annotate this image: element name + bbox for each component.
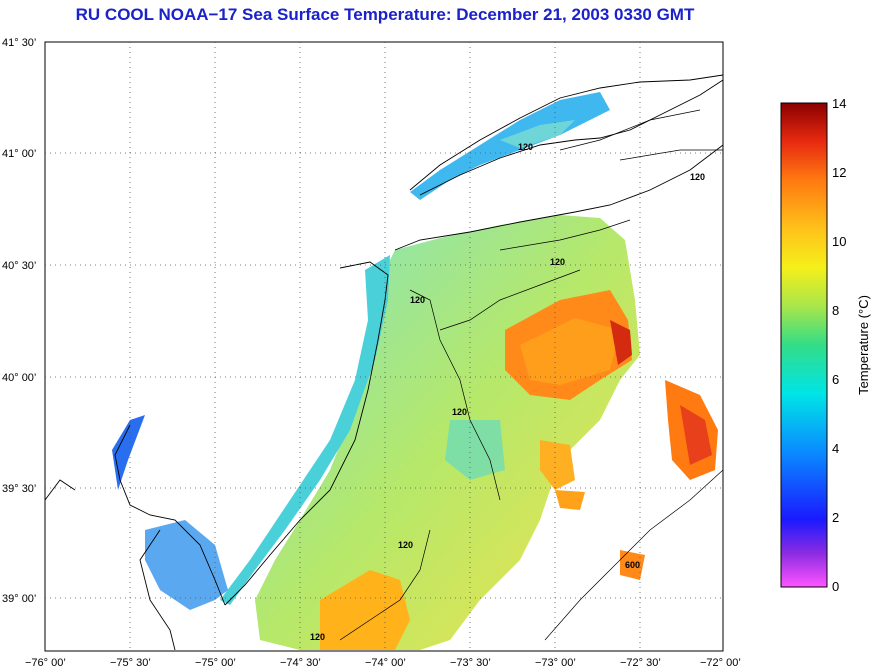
- colorbar-tick: 8: [832, 303, 839, 318]
- coast-lower: [139, 529, 176, 651]
- lon-label: −75° 00’: [195, 657, 236, 669]
- sst-delaware-bay: [145, 520, 228, 610]
- contour-labels: 120 120 120 120 120 120 120 600: [310, 142, 705, 642]
- bathymetry-contours: [339, 109, 724, 641]
- coast-delaware-bay: [114, 424, 226, 606]
- lon-label: −75° 30’: [110, 657, 151, 669]
- graticule: [45, 42, 723, 651]
- contour-label: 120: [550, 257, 565, 267]
- coast-ct: [409, 74, 724, 191]
- lon-label: −72° 00’: [700, 657, 741, 669]
- lat-label: 40° 30’: [2, 260, 36, 272]
- lat-label: 40° 00’: [2, 372, 36, 384]
- lon-label: −73° 00’: [535, 657, 576, 669]
- coastline: [44, 74, 724, 651]
- colorbar-gradient: [780, 102, 828, 588]
- sst-long-island-sound: [410, 92, 610, 200]
- coast-long-island-north: [419, 79, 724, 196]
- lat-label: 39° 30’: [2, 483, 36, 495]
- colorbar: 14 12 10 8 6 4 2 0 Temperature (°C): [780, 96, 871, 594]
- lon-label: −74° 00’: [365, 657, 406, 669]
- colorbar-tick: 0: [832, 579, 839, 594]
- lon-label: −76° 00’: [25, 657, 66, 669]
- contour-label: 120: [410, 295, 425, 305]
- sst-field: [112, 92, 718, 650]
- colorbar-label: Temperature (°C): [856, 295, 871, 395]
- lat-label: 39° 00’: [2, 593, 36, 605]
- contour-label: 120: [398, 540, 413, 550]
- longitude-labels: −76° 00’ −75° 30’ −75° 00’ −74° 30’ −74°…: [25, 657, 741, 669]
- lon-label: −72° 30’: [620, 657, 661, 669]
- colorbar-tick: 2: [832, 510, 839, 525]
- colorbar-tick: 10: [832, 234, 846, 249]
- latitude-labels: 41° 30’ 41° 00’ 40° 30’ 40° 00’ 39° 30’ …: [2, 37, 36, 605]
- contour-label: 120: [518, 142, 533, 152]
- contour-label: 120: [310, 632, 325, 642]
- sst-nearshore: [220, 255, 390, 605]
- map-title: RU COOL NOAA−17 Sea Surface Temperature:…: [75, 5, 695, 24]
- sst-south-warm: [320, 570, 410, 650]
- contour-label: 120: [690, 172, 705, 182]
- lon-label: −73° 30’: [450, 657, 491, 669]
- coast-long-island-south: [394, 144, 724, 251]
- lat-label: 41° 30’: [2, 37, 36, 49]
- lat-label: 41° 00’: [2, 148, 36, 160]
- colorbar-tick: 14: [832, 96, 846, 111]
- colorbar-tick: 4: [832, 441, 839, 456]
- contour-label: 120: [452, 407, 467, 417]
- colorbar-tick: 12: [832, 165, 846, 180]
- lon-label: −74° 30’: [280, 657, 321, 669]
- colorbar-tick: 6: [832, 372, 839, 387]
- contour-label: 600: [625, 560, 640, 570]
